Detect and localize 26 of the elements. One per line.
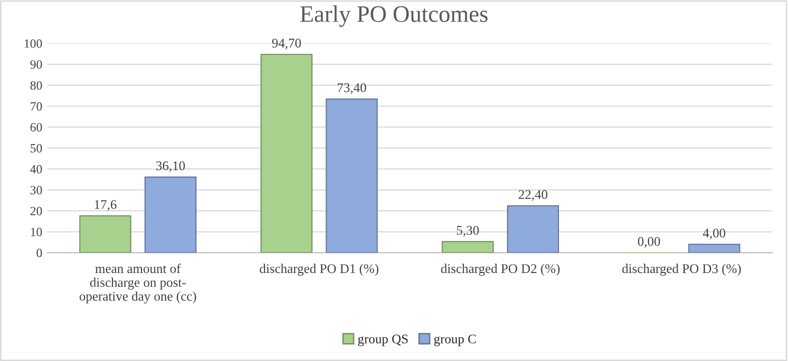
y-tick-label: 40: [30, 164, 42, 174]
legend-label: group QS: [358, 334, 408, 346]
data-label: 0,00: [638, 236, 660, 248]
y-tick-label: 0: [36, 248, 42, 258]
y-tick-label: 30: [30, 186, 42, 194]
y-tick-label: 10: [31, 228, 42, 236]
y-tick-label: 50: [30, 144, 42, 152]
data-label: 36,10: [156, 161, 185, 172]
y-tick-label: 20: [30, 206, 42, 216]
x-tick-label: discharged PO D1 (%): [260, 264, 378, 276]
y-tick-label: 60: [30, 123, 42, 132]
x-tick-label: mean amount of discharge on post- operative day one (cc): [80, 264, 196, 304]
data-label: 17,6: [94, 200, 116, 211]
data-label: 5,30: [456, 226, 479, 237]
y-tick-label: 100: [24, 39, 42, 48]
data-label: 73,40: [338, 83, 366, 94]
data-label: 22,40: [518, 190, 548, 201]
chart-title: Early PO Outcomes: [300, 5, 488, 27]
y-tick-label: 70: [30, 102, 42, 111]
y-tick-label: 80: [30, 81, 42, 90]
data-label: 94,70: [272, 38, 301, 50]
x-tick-label: discharged PO D2 (%): [441, 264, 560, 276]
x-tick-label: discharged PO D3 (%): [622, 264, 741, 276]
data-label: 4,00: [702, 228, 726, 240]
legend-label: group C: [434, 334, 476, 346]
y-tick-label: 90: [30, 60, 42, 69]
